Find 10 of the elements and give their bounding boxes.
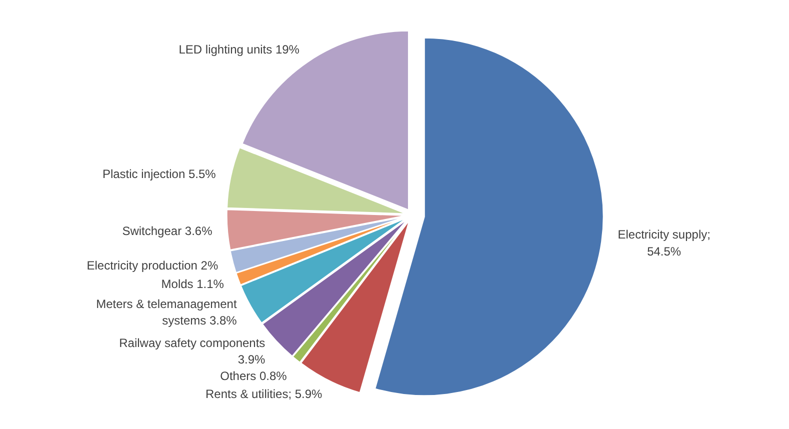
- slice-label: Molds 1.1%: [161, 277, 224, 292]
- slice-label: Plastic injection 5.5%: [102, 167, 216, 182]
- slice-label: Railway safety components 3.9%: [119, 336, 266, 367]
- slice-label: Switchgear 3.6%: [122, 224, 213, 238]
- slice-label: Electricity production 2%: [86, 258, 218, 273]
- slice-label: Rents & utilities; 5.9%: [206, 386, 323, 401]
- slice-label: Others 0.8%: [220, 368, 288, 383]
- slice-label: Electricity supply; 54.5%: [618, 227, 710, 258]
- slice-label: Meters & telemanagement systems 3.8%: [96, 296, 238, 328]
- slice-label: LED lighting units 19%: [178, 42, 300, 56]
